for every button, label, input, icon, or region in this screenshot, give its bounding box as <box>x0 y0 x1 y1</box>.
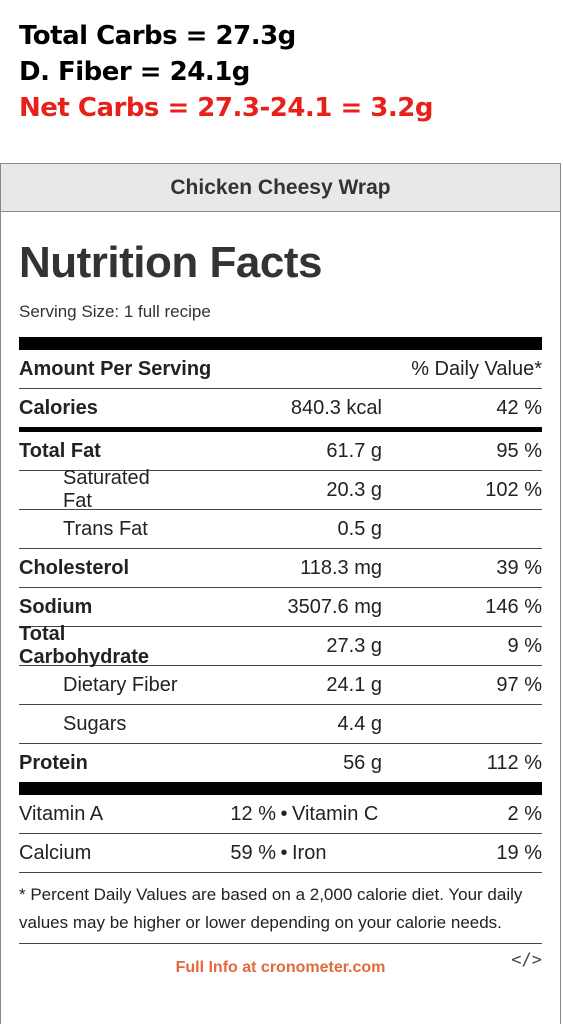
nutrient-dv: 39 % <box>496 556 542 579</box>
thick-divider <box>19 337 542 350</box>
nutrient-name: Dietary Fiber <box>63 673 178 696</box>
nutrient-row-total-carbohydrate: Total Carbohydrate 27.3 g 9 % <box>19 623 542 668</box>
total-carbs-note: Total Carbs = 27.3g <box>19 21 296 51</box>
nutrient-amount: 27.3 g <box>326 634 382 657</box>
nutrient-row-sugars: Sugars 4.4 g <box>19 705 542 744</box>
nutrient-row-calories: Calories 840.3 kcal 42 % <box>19 389 542 427</box>
amount-per-serving-label: Amount Per Serving <box>19 357 212 380</box>
nutrient-dv: 102 % <box>485 478 542 501</box>
nutrient-dv: 112 % <box>486 751 542 774</box>
net-carbs-note: Net Carbs = 27.3-24.1 = 3.2g <box>19 93 433 123</box>
nutrient-amount: 118.3 mg <box>300 556 382 579</box>
nutrient-dv: 9 % <box>507 634 542 657</box>
amount-header-row: Amount Per Serving % Daily Value* <box>19 350 542 389</box>
bullet-separator: • <box>280 841 288 864</box>
recipe-title: Chicken Cheesy Wrap <box>1 164 560 212</box>
nutrient-amount: 56 g <box>343 751 382 774</box>
nutrient-name: Trans Fat <box>63 517 148 540</box>
nutrient-amount: 3507.6 mg <box>287 595 382 618</box>
vitamin-value: 2 % <box>507 802 542 825</box>
nutrient-row-cholesterol: Cholesterol 118.3 mg 39 % <box>19 549 542 588</box>
label-footer: Full Info at cronometer.com </> <box>19 944 542 992</box>
thick-divider <box>19 782 542 795</box>
nutrient-name: Sugars <box>63 712 127 735</box>
nutrition-label: Chicken Cheesy Wrap Nutrition Facts Serv… <box>0 163 561 1024</box>
nutrient-row-sodium: Sodium 3507.6 mg 146 % <box>19 588 542 627</box>
vitamin-name: Calcium <box>19 841 92 864</box>
nutrient-name: Sodium <box>19 595 93 618</box>
nutrient-dv: 97 % <box>496 673 542 696</box>
vitamin-value: 59 % <box>230 841 276 864</box>
nutrient-dv: 42 % <box>496 396 542 419</box>
vitamin-row: Vitamin A 12 % • Vitamin C 2 % <box>19 795 542 834</box>
cronometer-link[interactable]: Full Info at cronometer.com <box>175 959 386 976</box>
nutrient-amount: 4.4 g <box>337 712 382 735</box>
nutrient-name: Protein <box>19 751 88 774</box>
vitamin-name: Vitamin A <box>19 802 104 825</box>
nutrient-amount: 61.7 g <box>326 439 382 462</box>
nutrient-dv: 95 % <box>496 439 542 462</box>
nutrient-amount: 24.1 g <box>326 673 382 696</box>
embed-code-icon[interactable]: </> <box>511 950 542 970</box>
carb-annotation: Total Carbs = 27.3g D. Fiber = 24.1g Net… <box>19 18 433 126</box>
nutrient-amount: 20.3 g <box>326 478 382 501</box>
facts-panel: Nutrition Facts Serving Size: 1 full rec… <box>1 238 560 992</box>
nutrient-row-dietary-fiber: Dietary Fiber 24.1 g 97 % <box>19 666 542 705</box>
nutrient-name: Saturated Fat <box>63 467 150 512</box>
nutrient-dv: 146 % <box>485 595 542 618</box>
vitamin-value: 19 % <box>496 841 542 864</box>
nutrient-row-total-fat: Total Fat 61.7 g 95 % <box>19 432 542 471</box>
nutrient-name: Total Carbohydrate <box>19 623 150 668</box>
medium-divider <box>19 427 542 432</box>
daily-value-footnote: * Percent Daily Values are based on a 2,… <box>19 881 542 944</box>
serving-size: Serving Size: 1 full recipe <box>19 302 211 321</box>
vitamin-name: Vitamin C <box>292 802 379 825</box>
vitamin-row: Calcium 59 % • Iron 19 % <box>19 834 542 873</box>
bullet-separator: • <box>280 802 288 825</box>
nutrient-amount: 0.5 g <box>337 517 382 540</box>
nutrition-facts-title: Nutrition Facts <box>19 238 322 287</box>
nutrient-name: Total Fat <box>19 439 101 462</box>
nutrient-name: Calories <box>19 396 98 419</box>
daily-value-label: % Daily Value* <box>411 357 542 380</box>
vitamin-value: 12 % <box>230 802 276 825</box>
nutrient-name: Cholesterol <box>19 556 130 579</box>
fiber-note: D. Fiber = 24.1g <box>19 57 250 87</box>
nutrient-amount: 840.3 kcal <box>290 396 382 419</box>
nutrient-row-trans-fat: Trans Fat 0.5 g <box>19 510 542 549</box>
nutrient-row-protein: Protein 56 g 112 % <box>19 744 542 782</box>
nutrient-row-saturated-fat: Saturated Fat 20.3 g 102 % <box>19 467 542 512</box>
vitamin-name: Iron <box>292 841 327 864</box>
